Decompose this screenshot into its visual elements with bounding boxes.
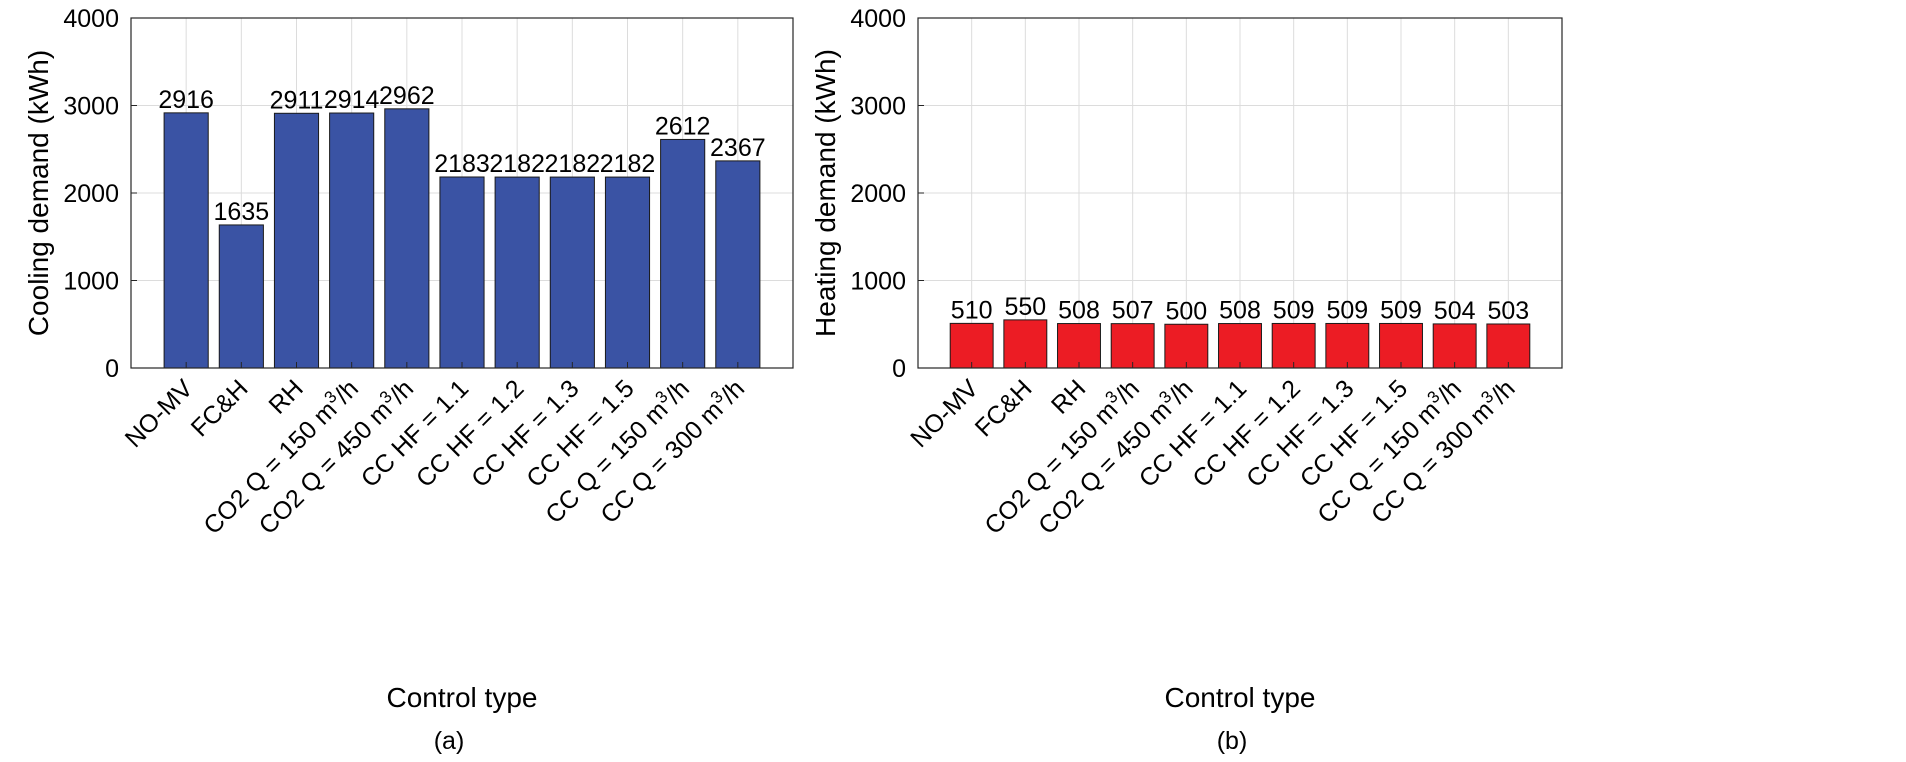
panel-a-data-label-3: 2914 (324, 86, 380, 114)
panel-a-bar-8 (604, 176, 651, 369)
panel-b-ytick-label-2: 2000 (850, 180, 906, 208)
panel-a-bar-3 (329, 112, 375, 369)
panel-a-bar-9 (660, 138, 706, 369)
panel-a-data-label-6: 2182 (489, 150, 545, 178)
panel-b-data-label-9: 504 (1434, 297, 1476, 325)
panel-b-bar-6 (1271, 322, 1316, 369)
panel-b-caption: (b) (1217, 727, 1248, 755)
panel-b-xtick-label-1: FC&H (970, 374, 1038, 442)
panel-b-bar-9 (1432, 323, 1477, 369)
panel-b-data-label-3: 507 (1112, 297, 1154, 325)
panel-a-xtick-label-2: RH (263, 374, 308, 419)
panel-a-caption: (a) (434, 727, 465, 755)
panel-a-data-label-4: 2962 (379, 82, 435, 110)
panel-b-xtick-label-2: RH (1046, 374, 1091, 419)
panel-b-xtick-label-2-text: RH (1046, 374, 1091, 419)
panel-b-bar-1 (1003, 319, 1048, 369)
panel-a-ytick-label-2: 2000 (63, 180, 119, 208)
panel-a-bar-1 (218, 224, 264, 369)
panel-b-data-label-10: 503 (1487, 297, 1529, 325)
panel-b-x-axis-label: Control type (1165, 682, 1316, 713)
panel-a-data-label-1: 1635 (214, 198, 270, 226)
panel-b-bar-0 (949, 322, 994, 369)
panel-b-data-label-4: 500 (1165, 297, 1207, 325)
panel-a-ytick-label-0: 0 (105, 355, 119, 383)
panel-a-data-label-9: 2612 (655, 112, 711, 140)
panel-b-ytick-label-0: 0 (892, 355, 906, 383)
panel-b-ytick-label-1: 1000 (850, 268, 906, 296)
panel-b-data-label-2: 508 (1058, 297, 1100, 325)
panel-b-ytick-label-3: 3000 (850, 93, 906, 121)
panel-a-ytick-label-3: 3000 (63, 93, 119, 121)
panel-b-data-label-6: 509 (1273, 296, 1315, 324)
panel-a-data-label-2: 2911 (270, 86, 324, 114)
panel-b-heating-demand-chart: 510 550 508 507 500 508 509 509 509 504 503 0 1000 20… (810, 5, 1563, 755)
panel-a-bar-10 (715, 160, 761, 369)
panel-a-bar-0 (163, 112, 209, 369)
panel-b-xtick-label-0-text: NO-MV (905, 374, 984, 453)
panel-b-ytick-label-4: 4000 (850, 5, 906, 33)
panel-b-y-axis-label: Heating demand (kWh) (810, 49, 841, 337)
panel-a-bar-7 (549, 176, 595, 369)
panel-b-bar-4 (1164, 323, 1209, 369)
panel-a-bar-4 (384, 108, 430, 369)
panel-b-data-label-8: 509 (1380, 296, 1422, 324)
panel-a-xtick-label-1: FC&H (186, 374, 254, 442)
panel-a-bar-5 (439, 176, 485, 369)
panel-b-bar-7 (1325, 322, 1370, 369)
panel-b-data-label-5: 508 (1219, 297, 1261, 325)
panel-a-xtick-label-0-text: NO-MV (120, 374, 199, 453)
panel-b-data-label-1: 550 (1004, 293, 1046, 321)
panel-b-bar-8 (1379, 322, 1423, 369)
panel-a-data-label-7: 2182 (545, 150, 601, 178)
panel-b-bar-5 (1218, 323, 1262, 369)
panel-b-bar-3 (1110, 323, 1155, 369)
panel-a-y-axis-label: Cooling demand (kWh) (23, 50, 54, 336)
panel-a-xtick-label-1-text: FC&H (186, 374, 254, 442)
panel-b-data-label-7: 509 (1326, 296, 1368, 324)
panel-a-bar-2 (273, 112, 320, 369)
panel-a-data-label-5: 2183 (434, 150, 490, 178)
panel-a-xtick-label-2-text: RH (263, 374, 308, 419)
panel-a-data-label-10: 2367 (710, 134, 766, 162)
panel-b-data-label-0: 510 (951, 296, 993, 324)
panel-a-x-axis-label: Control type (387, 682, 538, 713)
panel-a-data-label-8: 2182 (600, 150, 656, 178)
panel-b-bar-2 (1057, 323, 1101, 369)
panel-a-data-label-0: 2916 (158, 86, 214, 114)
panel-b-xtick-label-1-text: FC&H (970, 374, 1038, 442)
panel-a-bar-6 (494, 176, 540, 369)
panel-b-xtick-label-0: NO-MV (905, 374, 984, 453)
panel-b-bar-10 (1486, 323, 1531, 369)
panel-a-ytick-label-1: 1000 (63, 268, 119, 296)
panel-a-ytick-label-4: 4000 (63, 5, 119, 33)
panel-a-xtick-label-0: NO-MV (120, 374, 199, 453)
